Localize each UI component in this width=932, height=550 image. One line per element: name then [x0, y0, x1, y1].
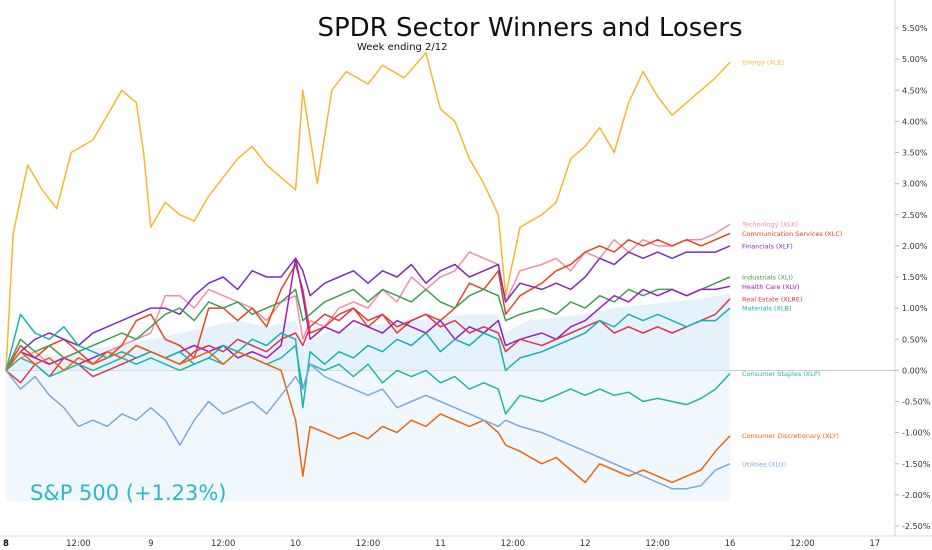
y-tick-label: -1.00% [902, 429, 931, 438]
x-tick-label: 17 [869, 539, 880, 549]
x-tick-label: 9 [148, 539, 153, 549]
series-line-industrials-xli [5, 276, 731, 371]
y-tick-label: 5.50% [902, 24, 928, 33]
series-label-consumer-discretionary-xly: Consumer Discretionary (XLY) [742, 432, 839, 440]
series-label-utilities-xlu: Utilities (XLU) [742, 460, 786, 468]
y-tick-label: 2.50% [902, 211, 928, 220]
series-line-utilities-xlu [5, 363, 731, 490]
x-tick-label: 12:00 [356, 539, 381, 549]
x-tick-label: 10 [290, 539, 301, 549]
x-tick-label: 8 [3, 539, 9, 549]
series-label-consumer-staples-xlp: Consumer Staples (XLP) [742, 370, 820, 378]
x-tick-label: 16 [725, 539, 736, 549]
x-tick-label: 12:00 [66, 539, 91, 549]
x-tick-label: 11 [435, 539, 446, 549]
y-tick-label: 1.00% [902, 304, 928, 313]
y-tick-label: -2.00% [902, 491, 931, 500]
series-line-consumer-staples-xlp [5, 344, 731, 415]
chart-title: SPDR Sector Winners and Losers [317, 13, 742, 43]
y-tick-label: -1.50% [902, 460, 931, 469]
series-label-materials-xlb: Materials (XLB) [742, 305, 791, 313]
series-label-communication-services-xlc: Communication Services (XLC) [742, 230, 842, 238]
y-tick-label: 0.50% [902, 335, 928, 344]
series-label-financials-xlf: Financials (XLF) [742, 242, 793, 250]
x-tick-label: 12:00 [211, 539, 236, 549]
series-labels: Energy (XLE) Technology (XLK)Communicatio… [741, 59, 842, 469]
y-tick-label: -0.50% [902, 398, 931, 407]
y-tick-label: -2.50% [902, 522, 931, 531]
y-tick-label: 4.00% [902, 117, 928, 126]
series-lines [5, 52, 731, 490]
benchmark-area-shade [6, 370, 730, 502]
chart-subtitle: Week ending 2/12 [357, 42, 448, 53]
benchmark-area [6, 293, 730, 502]
series-label-industrials-xli: Industrials (XLI) [742, 274, 793, 282]
x-axis: 8 12:00 9 12:00 10 12:00 11 12:00 12 12:00 16 12:00… [3, 539, 880, 549]
x-tick-label: 12:00 [501, 539, 526, 549]
series-label-energy-xle: Energy (XLE) [742, 59, 784, 67]
benchmark-area-fill [6, 293, 730, 371]
y-tick-label: 3.00% [902, 180, 928, 189]
y-tick-label: 0.00% [902, 366, 928, 375]
y-tick-label: 1.50% [902, 273, 928, 282]
x-tick-label: 12:00 [645, 539, 670, 549]
series-label-technology-xlk: Technology (XLK) [741, 221, 798, 229]
y-axis: 5.50% 5.00% 4.50% 4.00% 3.50% 3.00% 2.50% 2.00%… [895, 24, 931, 531]
y-tick-label: 5.00% [902, 55, 928, 64]
series-line-financials-xlf [5, 245, 731, 371]
x-tick-label: 12 [580, 539, 591, 549]
series-line-energy-xle [5, 52, 731, 371]
series-line-materials-xlb [5, 307, 731, 409]
series-label-health-care-xlv: Health Care (XLV) [742, 283, 799, 291]
y-tick-label: 2.00% [902, 242, 928, 251]
benchmark-label: S&P 500 (+1.23%) [30, 481, 227, 505]
series-line-consumer-discretionary-xly [5, 344, 731, 484]
x-tick-label: 12:00 [790, 539, 815, 549]
series-line-communication-services-xlc [5, 232, 731, 371]
y-tick-label: 4.50% [902, 86, 928, 95]
y-tick-label: 3.50% [902, 149, 928, 158]
series-label-real-estate-xlre: Real Estate (XLRE) [742, 295, 803, 303]
